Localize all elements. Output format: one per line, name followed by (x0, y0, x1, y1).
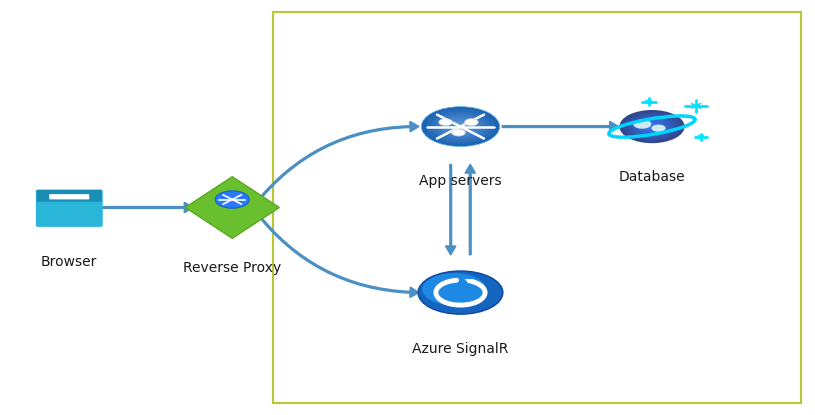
FancyArrowPatch shape (103, 203, 193, 212)
Circle shape (438, 119, 452, 126)
Circle shape (441, 117, 480, 137)
Circle shape (648, 124, 656, 129)
Text: Reverse Proxy: Reverse Proxy (183, 261, 281, 276)
FancyArrowPatch shape (253, 209, 419, 297)
Text: Azure SignalR: Azure SignalR (412, 342, 509, 356)
Circle shape (651, 124, 666, 132)
Text: App servers: App servers (419, 174, 502, 188)
Circle shape (418, 271, 503, 314)
Circle shape (644, 122, 660, 131)
Text: Browser: Browser (41, 255, 98, 269)
FancyBboxPatch shape (49, 194, 90, 199)
Text: Database: Database (619, 170, 685, 184)
Circle shape (436, 114, 485, 139)
Circle shape (426, 109, 495, 144)
Circle shape (215, 191, 249, 208)
FancyBboxPatch shape (37, 190, 102, 202)
FancyArrowPatch shape (465, 165, 475, 254)
Circle shape (619, 110, 685, 143)
Circle shape (421, 107, 500, 146)
FancyArrowPatch shape (446, 165, 456, 254)
Circle shape (640, 120, 664, 133)
Circle shape (451, 122, 470, 132)
Circle shape (422, 273, 486, 305)
Circle shape (628, 114, 676, 139)
Polygon shape (185, 177, 280, 238)
Circle shape (633, 120, 651, 129)
FancyArrowPatch shape (502, 122, 619, 132)
Polygon shape (465, 279, 474, 283)
Circle shape (636, 118, 668, 135)
Circle shape (446, 119, 475, 134)
Circle shape (456, 124, 465, 129)
Circle shape (623, 112, 681, 141)
FancyArrowPatch shape (253, 122, 419, 206)
Circle shape (632, 116, 672, 137)
Circle shape (431, 112, 490, 142)
Circle shape (452, 129, 465, 136)
Circle shape (465, 119, 478, 126)
FancyBboxPatch shape (36, 190, 103, 227)
